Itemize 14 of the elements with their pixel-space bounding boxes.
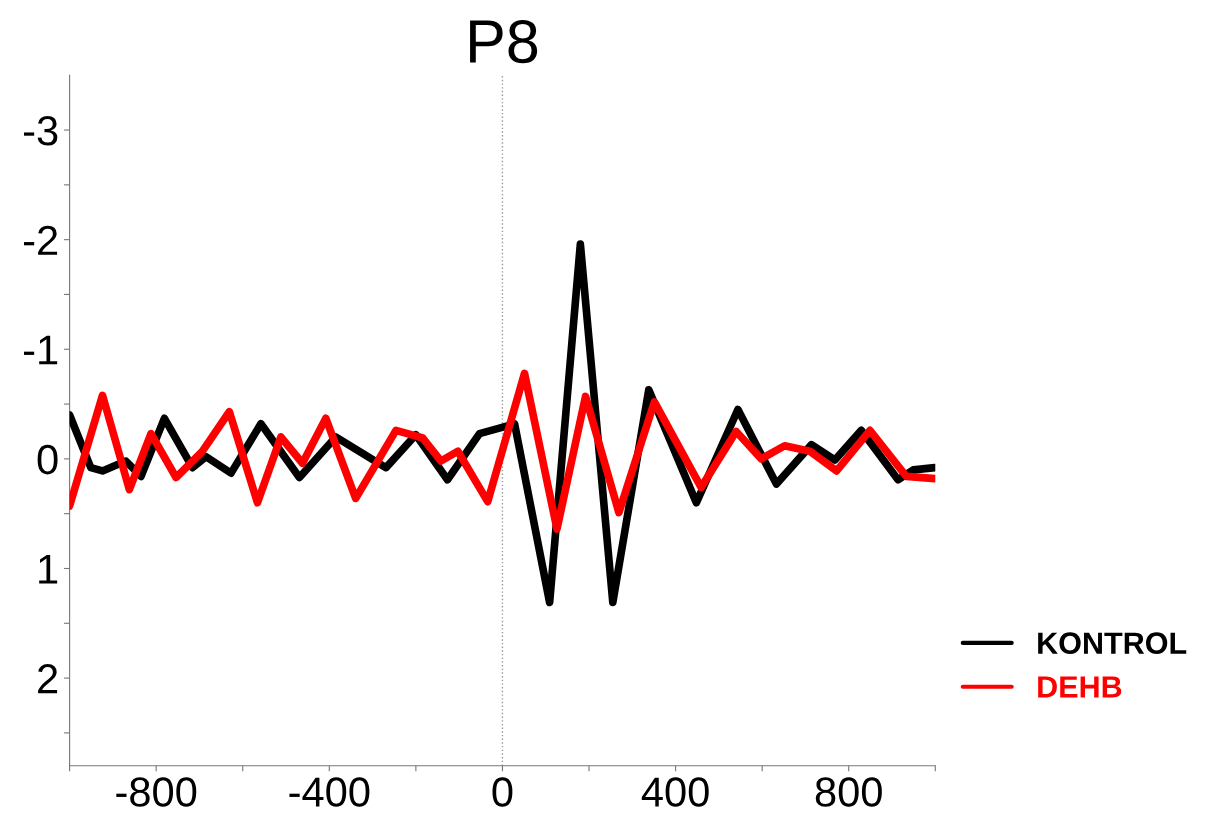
- x-tick-label: 800: [815, 777, 882, 807]
- y-tick-label: -1: [23, 335, 58, 365]
- y-tick-label: 0: [37, 444, 58, 475]
- x-tick-label: 0: [492, 777, 513, 807]
- x-tick-label: -800: [116, 777, 197, 807]
- y-tick-label: -3: [23, 116, 58, 146]
- legend-label: KONTROL: [1038, 632, 1187, 654]
- x-tick-label: 400: [641, 777, 709, 807]
- x-tick-label: -400: [289, 777, 370, 807]
- chart-title: P8: [470, 19, 538, 64]
- y-tick-label: 2: [38, 664, 58, 694]
- y-tick-label: 1: [39, 554, 58, 584]
- y-tick-label: -2: [23, 225, 58, 255]
- legend-label: DEHB: [1038, 676, 1122, 698]
